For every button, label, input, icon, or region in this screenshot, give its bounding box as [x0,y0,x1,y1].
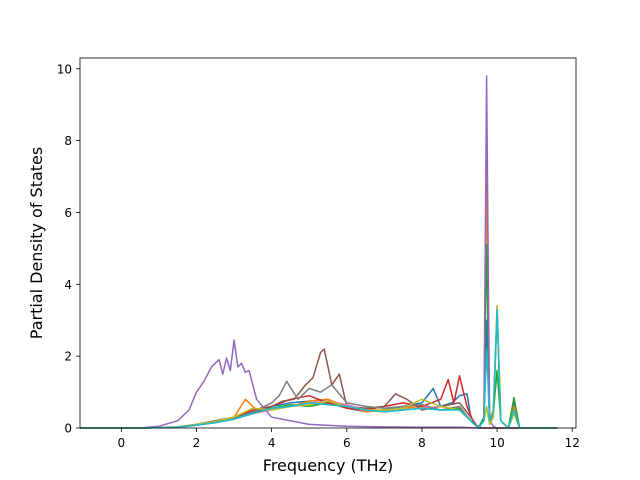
series-line-9 [80,308,558,429]
y-tick-label: 10 [57,62,72,76]
x-tick-label: 12 [565,436,580,450]
axes-frame [79,57,577,429]
x-tick-label: 10 [489,436,504,450]
y-tick-label: 0 [64,422,72,436]
y-tick-label: 6 [64,206,72,220]
y-tick-label: 8 [64,134,72,148]
x-tick-label: 0 [118,436,126,450]
y-axis-label: Partial Density of States [27,147,46,339]
x-tick-label: 6 [343,436,351,450]
y-axis: 0 2 4 6 8 10 [57,62,80,436]
x-axis-label: Frequency (THz) [263,456,393,475]
y-tick-label: 2 [64,350,72,364]
x-tick-label: 8 [418,436,426,450]
x-tick-label: 2 [193,436,201,450]
x-axis: 0 2 4 6 8 10 12 [118,428,580,450]
x-tick-label: 4 [268,436,276,450]
y-tick-label: 4 [64,278,72,292]
plot-area [80,75,558,429]
